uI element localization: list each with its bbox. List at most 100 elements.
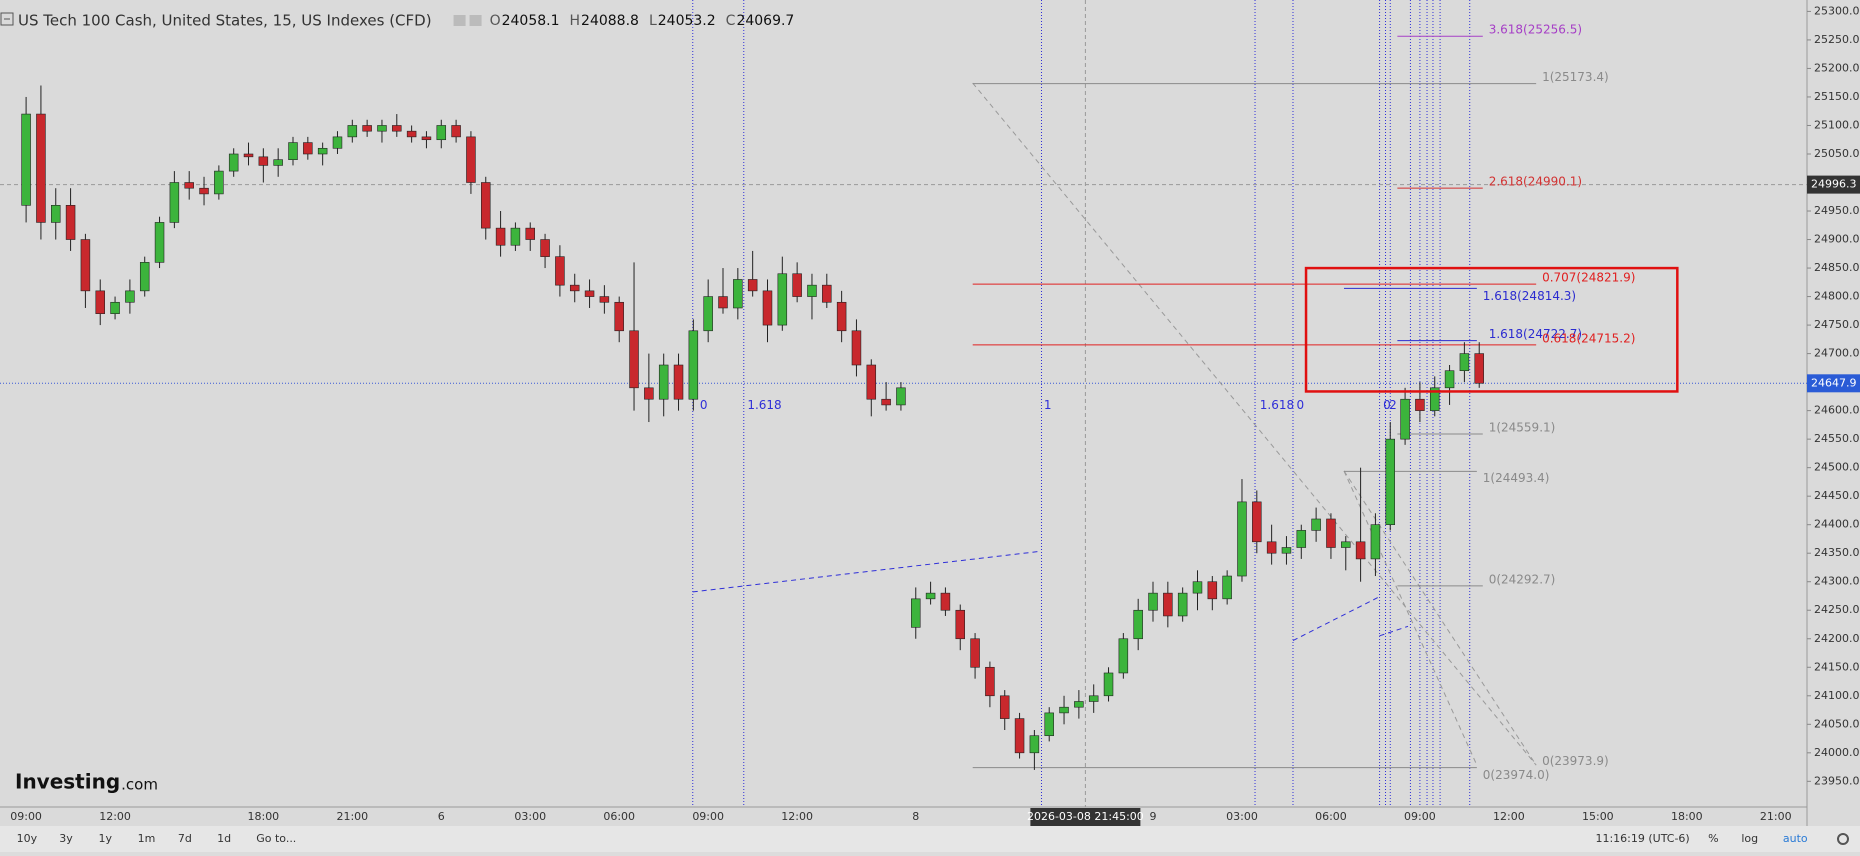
candle-body (1341, 541, 1351, 548)
candle-body (1014, 718, 1025, 754)
candle-body (1088, 695, 1099, 702)
x-tick-label: 09:00 (10, 810, 42, 823)
candle-body (985, 666, 995, 697)
y-tick-label: 24600.0 (1814, 404, 1860, 417)
candle-body (1118, 638, 1129, 674)
scale-option[interactable]: auto (1783, 832, 1808, 845)
candle-body (1266, 541, 1277, 554)
range-button[interactable]: 1d (217, 832, 231, 845)
candle-body (510, 227, 521, 246)
candle-body (614, 301, 624, 332)
range-button[interactable]: 1y (98, 832, 112, 845)
toolbar (0, 826, 1860, 852)
crosshair-time-box (1030, 808, 1141, 826)
logo: Investing (15, 770, 120, 794)
x-tick-label: 12:00 (99, 810, 131, 823)
y-tick-label: 24550.0 (1814, 432, 1860, 445)
candle-body (288, 142, 298, 160)
candle-body (125, 290, 135, 303)
candle-body (762, 290, 773, 326)
ohlc-value: 24058.1 (502, 13, 560, 29)
x-tick-label: 18:00 (1671, 810, 1703, 823)
candle-body (540, 239, 550, 257)
candle-body (110, 301, 120, 314)
range-button[interactable]: 1m (138, 832, 156, 845)
candle-body (139, 262, 150, 292)
legend-icon[interactable] (469, 15, 482, 26)
y-tick-label: 24450.0 (1814, 489, 1860, 502)
candle-body (1059, 706, 1069, 714)
y-tick-label: 24300.0 (1814, 575, 1860, 588)
x-tick-label: 12:00 (1493, 810, 1525, 823)
candle-body (569, 284, 580, 292)
candle-body (184, 182, 194, 189)
x-tick-label: 9 (1150, 810, 1157, 823)
chart-title: US Tech 100 Cash, United States, 15, US … (18, 12, 432, 30)
candle-body (584, 290, 595, 297)
x-tick-label: 21:00 (336, 810, 368, 823)
candle-body (392, 125, 402, 132)
scale-option[interactable]: log (1741, 832, 1758, 845)
candle-body (214, 170, 224, 195)
candle-body (1326, 518, 1336, 548)
candle-body (1370, 524, 1381, 560)
candle-body (1415, 398, 1425, 411)
fib-label: 0.618(24715.2) (1542, 331, 1635, 345)
collapse-icon[interactable] (0, 12, 14, 26)
trend-line (1292, 596, 1380, 642)
candle-body (1192, 581, 1203, 594)
legend-icon[interactable] (453, 15, 466, 26)
candle-body (940, 592, 951, 611)
ohlc-key: H (570, 13, 581, 29)
goto-button[interactable]: Go to... (256, 832, 296, 845)
y-tick-label: 24700.0 (1814, 347, 1860, 360)
y-tick-label: 24400.0 (1814, 518, 1860, 531)
candle-body (1355, 541, 1366, 560)
y-tick-label: 25300.0 (1814, 4, 1860, 17)
trend-line (972, 82, 1537, 766)
candle-body (481, 182, 491, 229)
y-tick-label: 24100.0 (1814, 689, 1860, 702)
y-tick-label: 25050.0 (1814, 147, 1860, 160)
candle-body (807, 284, 817, 297)
crosshair-price-box (1807, 175, 1860, 194)
ohlc-value: 24069.7 (736, 13, 794, 29)
candle-body (1459, 353, 1470, 372)
candle-body (911, 598, 921, 628)
range-button[interactable]: 3y (59, 832, 73, 845)
ohlc-key: C (726, 13, 736, 29)
candle-body (792, 273, 802, 297)
settings-icon[interactable] (1837, 833, 1849, 845)
candle-body (525, 227, 535, 240)
candle-body (970, 638, 980, 668)
candle-body (1252, 501, 1262, 543)
fib-label: 0(23973.9) (1542, 754, 1609, 768)
candle-body (406, 130, 417, 138)
candle-body (1103, 672, 1114, 697)
candle-body (21, 113, 31, 206)
candle-body (733, 279, 743, 309)
y-tick-label: 24350.0 (1814, 546, 1860, 559)
fib-label: 1.618(24814.3) (1483, 289, 1576, 303)
candle-body (1311, 518, 1321, 531)
time-fib-label: 0 (700, 398, 708, 412)
y-tick-label: 24800.0 (1814, 290, 1860, 303)
candle-body (1177, 592, 1188, 617)
candle-body (1133, 609, 1143, 640)
candle-body (1429, 387, 1440, 411)
fib-label: 0.707(24821.9) (1542, 271, 1635, 285)
range-button[interactable]: 7d (178, 832, 192, 845)
y-tick-label: 24050.0 (1814, 717, 1860, 730)
ohlc-value: 24088.8 (581, 13, 639, 29)
candle-body (777, 273, 788, 326)
candle-body (303, 142, 313, 155)
candle-body (1400, 398, 1410, 440)
candle-body (688, 330, 699, 400)
scale-option[interactable]: % (1708, 832, 1718, 845)
candle-body (347, 125, 358, 138)
candle-body (673, 364, 684, 400)
range-button[interactable]: 10y (17, 832, 38, 845)
candle-body (1237, 501, 1247, 577)
y-tick-label: 24900.0 (1814, 233, 1860, 246)
x-tick-label: 03:00 (1226, 810, 1258, 823)
